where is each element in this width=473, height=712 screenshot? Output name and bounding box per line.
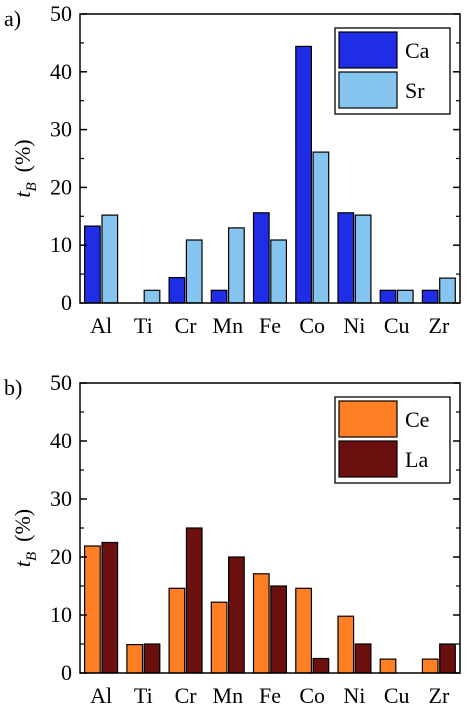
y-tick-label: 50 bbox=[50, 1, 72, 26]
bar-ca-al bbox=[83, 225, 101, 304]
bar-sr-al bbox=[101, 214, 119, 304]
x-category-label: Co bbox=[299, 313, 325, 338]
y-tick-label: 40 bbox=[50, 428, 72, 453]
x-category-label: Al bbox=[90, 683, 112, 708]
y-axis-label-unit: (%) bbox=[10, 139, 35, 172]
bar-sr-ni bbox=[354, 214, 372, 304]
bar-ca-ni bbox=[337, 212, 355, 304]
bar-ce-zr bbox=[421, 658, 439, 674]
bar-sr-cr bbox=[185, 239, 203, 304]
bar-sr-ti bbox=[143, 289, 161, 304]
y-tick-label: 30 bbox=[50, 486, 72, 511]
bar-ca-cr bbox=[168, 277, 186, 304]
y-tick-label: 10 bbox=[50, 602, 72, 627]
x-category-label: Zr bbox=[429, 313, 450, 338]
legend-label-sr: Sr bbox=[405, 78, 425, 103]
x-category-label: Ni bbox=[343, 683, 365, 708]
bar-sr-cu bbox=[396, 289, 414, 304]
bar-la-ni bbox=[354, 643, 372, 674]
bar-ca-cu bbox=[379, 289, 397, 304]
x-category-label: Mn bbox=[213, 313, 244, 338]
legend-swatch-sr bbox=[338, 71, 398, 109]
legend-label-ca: Ca bbox=[405, 38, 430, 63]
y-tick-label: 50 bbox=[50, 370, 72, 395]
x-category-label: Co bbox=[299, 683, 325, 708]
x-category-label: Al bbox=[90, 313, 112, 338]
y-axis-label: tB (%) bbox=[10, 139, 40, 197]
bar-la-fe bbox=[270, 585, 287, 674]
chart-panel-a: 0 10 20 30 40 50 Al Ti Cr Mn Fe Co Ni Cu Zr tB (%) a) Ca Sr bbox=[4, 1, 461, 338]
bar-ca-co bbox=[295, 45, 312, 304]
bar-ce-mn bbox=[210, 601, 228, 674]
bar-sr-zr bbox=[439, 277, 456, 304]
y-axis-label-unit: (%) bbox=[10, 509, 35, 542]
legend-swatch-la bbox=[338, 440, 398, 478]
y-tick-label: 10 bbox=[50, 232, 72, 257]
bar-la-al bbox=[101, 541, 119, 674]
y-tick-label: 40 bbox=[50, 59, 72, 84]
bar-ce-cu bbox=[379, 658, 397, 674]
y-tick-label: 0 bbox=[61, 660, 72, 685]
bar-la-zr bbox=[439, 643, 456, 674]
bar-ca-zr bbox=[421, 289, 439, 304]
x-category-label: Ti bbox=[134, 683, 153, 708]
bar-la-mn bbox=[228, 556, 245, 674]
x-category-label: Cr bbox=[175, 683, 198, 708]
y-tick-label: 0 bbox=[61, 290, 72, 315]
y-axis-label-symbol: t bbox=[10, 560, 35, 567]
y-tick-label: 20 bbox=[50, 544, 72, 569]
x-category-label: Ni bbox=[343, 313, 365, 338]
bar-sr-co bbox=[312, 151, 330, 304]
bar-sr-fe bbox=[270, 239, 287, 304]
x-category-label: Mn bbox=[213, 683, 244, 708]
legend-label-ce: Ce bbox=[405, 407, 429, 432]
y-axis-label-symbol: t bbox=[10, 191, 35, 198]
legend-swatch-ca bbox=[338, 31, 398, 69]
y-axis-label-subscript: B bbox=[24, 182, 40, 191]
x-category-label: Cu bbox=[384, 683, 410, 708]
panel-label: b) bbox=[4, 375, 22, 400]
bar-ce-ti bbox=[126, 643, 144, 674]
chart-panel-b: 0 10 20 30 40 50 Al Ti Cr Mn Fe Co Ni Cu Zr tB (%) b) Ce La bbox=[4, 370, 461, 708]
bar-ce-cr bbox=[168, 587, 186, 674]
legend-swatch-ce bbox=[338, 400, 398, 438]
panel-label: a) bbox=[4, 6, 21, 31]
y-tick-label: 20 bbox=[50, 174, 72, 199]
legend-label-la: La bbox=[405, 447, 428, 472]
bar-ca-fe bbox=[252, 212, 270, 304]
bar-la-cr bbox=[185, 527, 203, 674]
bar-la-co bbox=[312, 657, 330, 674]
y-axis-label: tB (%) bbox=[10, 509, 40, 567]
bar-ce-al bbox=[83, 545, 101, 674]
x-category-label: Cu bbox=[384, 313, 410, 338]
bar-sr-mn bbox=[228, 227, 245, 304]
y-axis-label-subscript: B bbox=[24, 552, 40, 561]
bar-ce-ni bbox=[337, 615, 355, 674]
bar-la-ti bbox=[143, 643, 161, 674]
x-category-label: Ti bbox=[134, 313, 153, 338]
bar-ce-fe bbox=[252, 573, 270, 674]
bar-ce-co bbox=[295, 587, 312, 674]
x-category-label: Cr bbox=[175, 313, 198, 338]
bar-ca-mn bbox=[210, 289, 228, 304]
y-tick-label: 30 bbox=[50, 117, 72, 142]
x-category-label: Fe bbox=[259, 683, 281, 708]
x-category-label: Fe bbox=[259, 313, 281, 338]
x-category-label: Zr bbox=[429, 683, 450, 708]
